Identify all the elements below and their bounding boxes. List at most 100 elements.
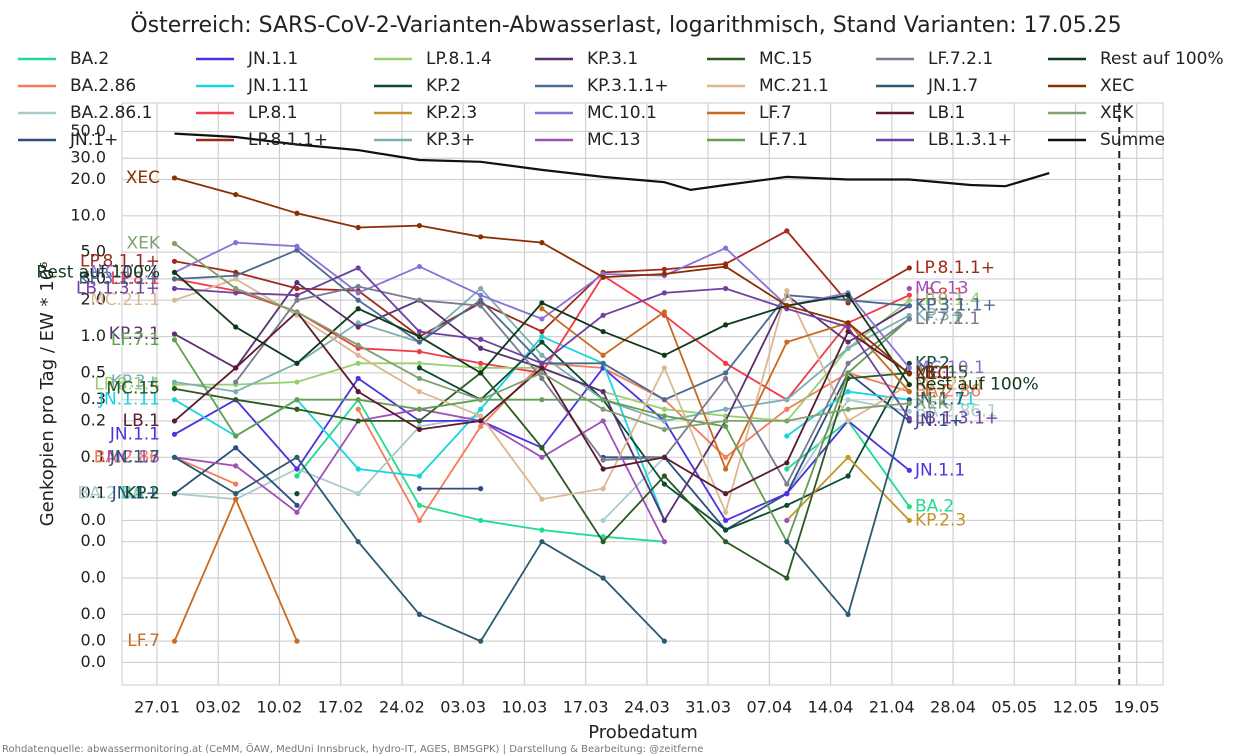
data-point — [845, 324, 851, 330]
data-point — [171, 397, 178, 403]
data-point — [906, 297, 912, 303]
y-axis-label: Genkopien pro Tag / EW * 10⁶ — [37, 262, 58, 527]
data-point — [784, 418, 790, 424]
data-point — [784, 303, 790, 309]
data-point — [539, 360, 545, 366]
legend-label: LF.7.1 — [759, 130, 808, 150]
series-end-label: Rest auf 100% — [915, 375, 1039, 395]
plot-area — [121, 102, 1164, 686]
series-end-label: MC.21.1 — [90, 290, 160, 310]
data-point — [416, 328, 423, 335]
data-point — [600, 466, 606, 472]
legend-label: BA.2 — [70, 49, 109, 69]
data-point — [539, 454, 545, 460]
y-tick-label: 10.0 — [70, 205, 106, 224]
series-end-label: BA.2.86 — [94, 447, 160, 467]
series-end-label: LP.8.1 — [915, 285, 965, 305]
data-point — [906, 397, 912, 403]
data-point — [723, 418, 729, 424]
data-point — [233, 276, 239, 282]
series-end-label: JN.1.11 — [98, 390, 160, 410]
y-tick-label: 30.0 — [70, 148, 106, 167]
data-point — [600, 457, 606, 463]
data-point — [478, 297, 484, 303]
series-end-label: LF.7.1 — [111, 330, 160, 350]
data-point — [539, 375, 545, 382]
data-point — [294, 247, 300, 253]
data-point — [723, 509, 729, 515]
data-point — [171, 638, 178, 644]
data-point — [171, 379, 178, 385]
y-tick-label: 20.0 — [70, 169, 106, 188]
data-point — [416, 360, 423, 366]
data-point — [661, 539, 667, 545]
data-point — [539, 445, 545, 451]
data-point — [845, 297, 851, 303]
data-point — [171, 431, 178, 437]
series-end-label: LF.7 — [127, 631, 160, 651]
legend-label: MC.21.1 — [759, 76, 829, 96]
data-point — [661, 454, 667, 460]
data-point — [233, 397, 239, 403]
data-point — [233, 324, 239, 330]
data-point — [661, 638, 667, 644]
y-tick-label: 0.1 — [81, 483, 106, 502]
y-tick-label: 0.0 — [81, 510, 106, 529]
data-point — [784, 288, 790, 294]
series-end-label: BA.2.86.1 — [78, 484, 160, 504]
data-point — [478, 638, 484, 644]
data-point — [355, 466, 361, 472]
data-point — [600, 274, 606, 280]
data-point — [416, 611, 423, 617]
series-end-label: LF.7.1 — [915, 309, 964, 329]
data-point — [171, 491, 178, 497]
x-tick-label: 14.04 — [808, 698, 854, 717]
data-point — [416, 517, 423, 524]
data-point — [845, 406, 851, 412]
legend-label: MC.13 — [587, 130, 641, 150]
series-end-label: KP.3.1 — [915, 296, 966, 316]
series-end-label: LP.8.1.1+ — [80, 251, 160, 271]
data-point — [723, 360, 729, 366]
y-tick-label: 2.0 — [81, 290, 106, 309]
data-point — [661, 352, 667, 358]
data-point — [478, 406, 484, 412]
legend-label: LB.1.3.1+ — [928, 130, 1012, 150]
data-point — [784, 502, 790, 508]
data-point — [845, 292, 851, 298]
series-end-label: MC.13 — [106, 447, 160, 467]
data-point — [233, 285, 239, 292]
data-point — [233, 240, 239, 246]
series-end-label: LB.1 — [123, 411, 160, 431]
legend-label: MC.10.1 — [587, 103, 657, 123]
data-point — [845, 473, 851, 479]
x-tick-label: 24.02 — [379, 698, 425, 717]
data-point — [906, 467, 912, 473]
data-point — [478, 413, 484, 419]
data-point — [784, 466, 790, 472]
data-point — [233, 290, 239, 296]
data-point — [784, 460, 790, 466]
data-point — [906, 504, 912, 510]
data-point — [600, 406, 606, 412]
data-point — [416, 375, 423, 382]
series-line — [174, 132, 1050, 192]
series-end-label: JN.1.11 — [914, 390, 976, 410]
series-end-label: KP.3.1.1+ — [78, 269, 160, 289]
data-point — [171, 386, 178, 392]
data-point — [661, 418, 667, 424]
data-point — [600, 418, 606, 424]
data-point — [661, 290, 667, 296]
data-point — [171, 258, 178, 264]
data-point — [478, 285, 484, 292]
data-point — [416, 502, 423, 508]
data-point — [355, 297, 361, 303]
data-point — [171, 297, 178, 303]
y-tick-label: 0.0 — [81, 652, 106, 671]
data-point — [416, 222, 423, 229]
legend-label: Rest auf 100% — [1100, 49, 1224, 69]
data-point — [478, 517, 484, 524]
legend-label: MC.15 — [759, 49, 813, 69]
data-point — [845, 389, 851, 395]
series-end-label: KP.2 — [915, 353, 950, 373]
